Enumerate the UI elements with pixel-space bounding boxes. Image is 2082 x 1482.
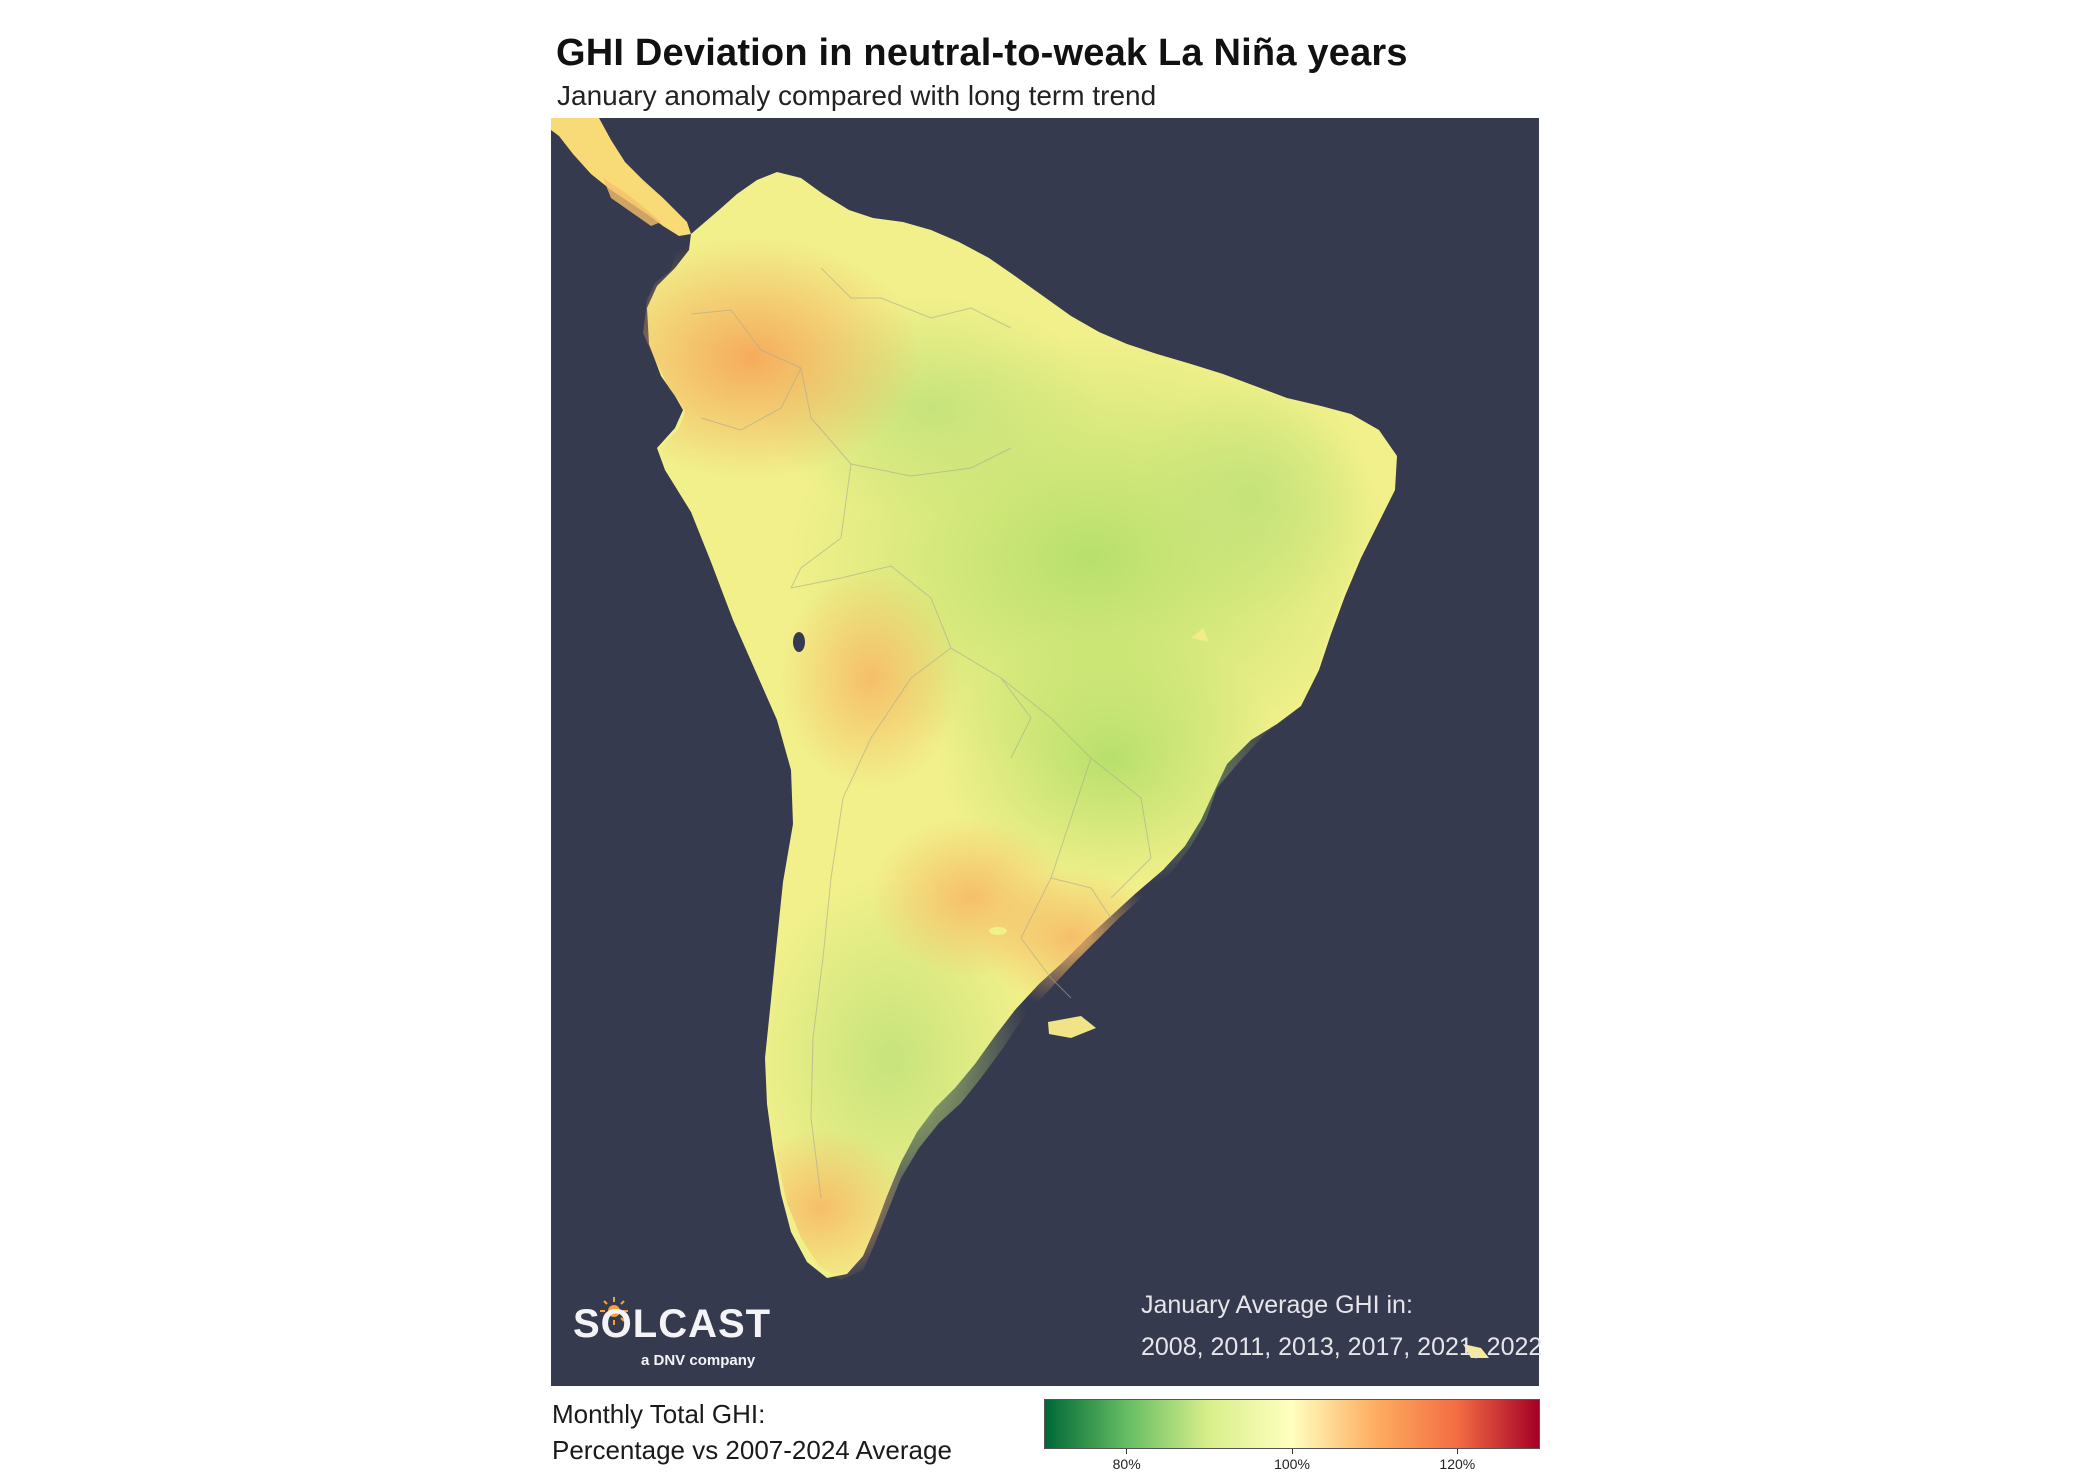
sun-logo-icon [600, 1297, 628, 1325]
map-subtitle: January anomaly compared with long term … [557, 80, 1157, 111]
colorbar-tick-label: 100% [1274, 1456, 1310, 1472]
legend-title-line2: Percentage vs 2007-2024 Average [552, 1435, 952, 1465]
map-panel [551, 118, 1539, 1386]
map-title: GHI Deviation in neutral-to-weak La Niña… [556, 32, 1408, 74]
logo-wordmark: SOLCAST [573, 1302, 772, 1346]
colorbar-tick-label: 120% [1439, 1456, 1476, 1472]
years-annotation-line2: 2008, 2011, 2013, 2017, 2021, 2022 [1141, 1333, 1543, 1361]
colorbar-tick: 120% [1427, 1449, 1487, 1472]
years-annotation-line1: January Average GHI in: [1141, 1291, 1413, 1319]
falkland-islands [1048, 1016, 1096, 1038]
legend-title-line1: Monthly Total GHI: [552, 1399, 766, 1429]
country-borders [690, 267, 1152, 1199]
central-america-hotspot [603, 178, 661, 226]
central-america-landmass [551, 118, 691, 236]
colorbar-tick: 80% [1097, 1449, 1157, 1472]
years-annotation: January Average GHI in: 2008, 2011, 2013… [1141, 1284, 1542, 1368]
logo-tagline: a DNV company [641, 1352, 756, 1369]
colorbar-tick-mark [1126, 1449, 1128, 1454]
colorbar-ticks: 80% 100% 120% [1044, 1449, 1540, 1479]
solcast-logo: SOLCAST a DNV company [573, 1296, 783, 1378]
small-island [1191, 628, 1209, 642]
colorbar-tick-label: 80% [1112, 1456, 1141, 1472]
colorbar-tick-mark [1291, 1449, 1293, 1454]
south-georgia-island [1463, 1344, 1489, 1358]
south-america-map [551, 118, 1489, 1358]
legend-title: Monthly Total GHI: Percentage vs 2007-20… [552, 1396, 952, 1468]
colorbar [1044, 1399, 1540, 1449]
colorbar-tick: 100% [1262, 1449, 1322, 1472]
island [989, 927, 1007, 935]
colorbar-tick-mark [1456, 1449, 1458, 1454]
lake-titicaca [793, 632, 805, 652]
